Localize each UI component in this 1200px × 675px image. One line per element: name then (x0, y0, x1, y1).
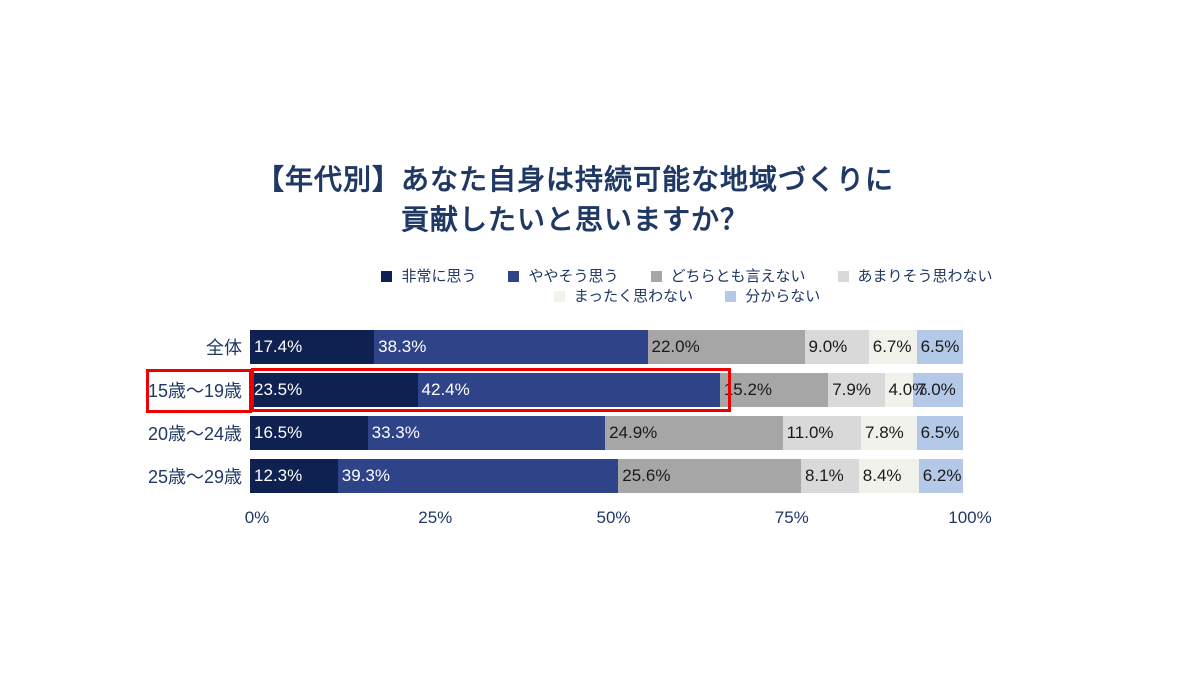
category-label: 20歳〜24歳 (147, 424, 242, 444)
bar-segment: 15.2% (719, 373, 829, 407)
bar-segment: 16.5% (250, 416, 368, 450)
chart-title-line2: 貢献したいと思いますか？ (400, 204, 749, 235)
segment-value-label: 6.5% (920, 337, 960, 356)
segment-value-label: 33.3% (371, 423, 420, 442)
segment-value-label: 4.0% (888, 380, 928, 399)
bar-row: 15歳〜19歳 23.5% 42.4% 15.2% 7.9% 4.0% 7.0% (0, 373, 963, 407)
bar-segment: 8.1% (800, 459, 859, 493)
legend-marker-icon (650, 271, 662, 282)
segment-value-label: 24.9% (609, 423, 658, 442)
x-axis-tick-label: 0% (244, 508, 270, 527)
segment-value-label: 23.5% (254, 380, 303, 399)
bar-segment: 6.2% (918, 459, 963, 493)
legend: 非常に思う ややそう思う どちらとも言えない あまりそう思わないまったく思わない 分から… (257, 267, 1117, 307)
bar-segment: 7.9% (828, 373, 885, 407)
bar-segment: 39.3% (337, 459, 619, 493)
legend-label: どちらとも言えない (670, 268, 806, 285)
bar-track: 23.5% 42.4% 15.2% 7.9% 4.0% 7.0% (250, 373, 963, 407)
legend-label: あまりそう思わない (857, 268, 993, 285)
legend-item: 分からない (725, 287, 820, 306)
bar-segment: 7.8% (861, 416, 917, 450)
bar-row: 20歳〜24歳 16.5% 33.3% 24.9% 11.0% 7.8% 6.5% (0, 416, 963, 450)
bar-segment: 22.0% (647, 330, 805, 364)
legend-marker-icon (837, 271, 849, 282)
segment-value-label: 7.9% (832, 380, 871, 399)
segment-value-label: 6.2% (922, 466, 962, 485)
segment-value-label: 15.2% (723, 380, 773, 399)
legend-marker-icon (508, 271, 520, 282)
bar-segment: 6.7% (868, 330, 917, 364)
legend-label: 非常に思う (401, 268, 477, 285)
segment-value-label: 7.0% (917, 380, 956, 399)
segment-value-label: 22.0% (651, 337, 700, 356)
category-label: 全体 (206, 338, 242, 358)
segment-value-label: 25.6% (622, 466, 671, 485)
bar-row: 全体 17.4% 38.3% 22.0% 9.0% 6.7% 6.5% (0, 330, 963, 364)
segment-value-label: 9.0% (808, 337, 848, 356)
bar-track: 17.4% 38.3% 22.0% 9.0% 6.7% 6.5% (250, 330, 963, 364)
x-axis: 0% 25% 50% 75% 100% (245, 508, 992, 528)
legend-marker-icon (725, 291, 737, 302)
bar-row: 25歳〜29歳 12.3% 39.3% 25.6% 8.1% 8.4% 6.2% (0, 459, 963, 493)
bar-segment: 38.3% (374, 330, 648, 364)
legend-item: まったく思わない (553, 287, 694, 306)
chart-title-line1: 【年代別】あなた自身は持続可能な地域づくりに (255, 164, 894, 195)
bar-segment: 42.4% (417, 373, 720, 407)
segment-value-label: 6.7% (872, 337, 912, 356)
category-label: 25歳〜29歳 (147, 467, 242, 487)
x-axis-tick-label: 100% (948, 508, 992, 527)
legend-marker-icon (381, 271, 393, 282)
segment-value-label: 6.5% (920, 423, 960, 442)
bar-rows: 全体 17.4% 38.3% 22.0% 9.0% 6.7% 6.5% 15歳〜19歳 23.5… (0, 330, 963, 502)
x-axis-tick-label: 50% (596, 508, 631, 527)
highlight-box-bar-segments (251, 368, 731, 412)
legend-row: 非常に思う ややそう思う どちらとも言えない あまりそう思わない (257, 267, 1117, 286)
segment-value-label: 8.4% (862, 466, 902, 485)
segment-value-label: 42.4% (421, 380, 470, 399)
bar-segment: 33.3% (367, 416, 606, 450)
bar-segment: 25.6% (618, 459, 801, 493)
bar-segment: 11.0% (782, 416, 862, 450)
segment-value-label: 39.3% (341, 466, 390, 485)
bar-segment: 6.5% (916, 330, 963, 364)
segment-value-label: 17.4% (254, 337, 303, 356)
bar-segment: 6.5% (916, 416, 963, 450)
bar-segment: 12.3% (250, 459, 338, 493)
legend-item: あまりそう思わない (837, 267, 993, 286)
bar-segment: 8.4% (858, 459, 919, 493)
x-axis-tick-label: 25% (418, 508, 453, 527)
bar-track: 16.5% 33.3% 24.9% 11.0% 7.8% 6.5% (250, 416, 963, 450)
segment-value-label: 38.3% (378, 337, 427, 356)
bar-segment: 23.5% (250, 373, 418, 407)
legend-item: ややそう思う (508, 267, 619, 286)
legend-row: まったく思わない 分からない (257, 287, 1117, 306)
bar-segment: 24.9% (605, 416, 783, 450)
chart-title: 【年代別】あなた自身は持続可能な地域づくりに 貢献したいと思いますか？ (0, 160, 1150, 240)
segment-value-label: 12.3% (254, 466, 303, 485)
highlight-box-category-label (146, 369, 252, 413)
bar-segment: 9.0% (804, 330, 869, 364)
segment-value-label: 16.5% (254, 423, 303, 442)
segment-value-label: 11.0% (786, 423, 834, 442)
bar-track: 12.3% 39.3% 25.6% 8.1% 8.4% 6.2% (250, 459, 963, 493)
legend-marker-icon (553, 291, 565, 302)
bar-segment: 7.0% (913, 373, 963, 407)
segment-value-label: 7.8% (865, 423, 904, 442)
legend-label: ややそう思う (528, 268, 619, 285)
bar-segment: 4.0% (884, 373, 927, 407)
legend-item: 非常に思う (381, 267, 476, 286)
legend-label: 分からない (745, 288, 821, 305)
category-label: 15歳〜19歳 (147, 381, 242, 401)
legend-item: どちらとも言えない (650, 267, 806, 286)
bar-segment: 17.4% (250, 330, 375, 364)
x-axis-tick-label: 75% (774, 508, 809, 527)
legend-label: まったく思わない (573, 288, 694, 305)
segment-value-label: 8.1% (804, 466, 844, 485)
